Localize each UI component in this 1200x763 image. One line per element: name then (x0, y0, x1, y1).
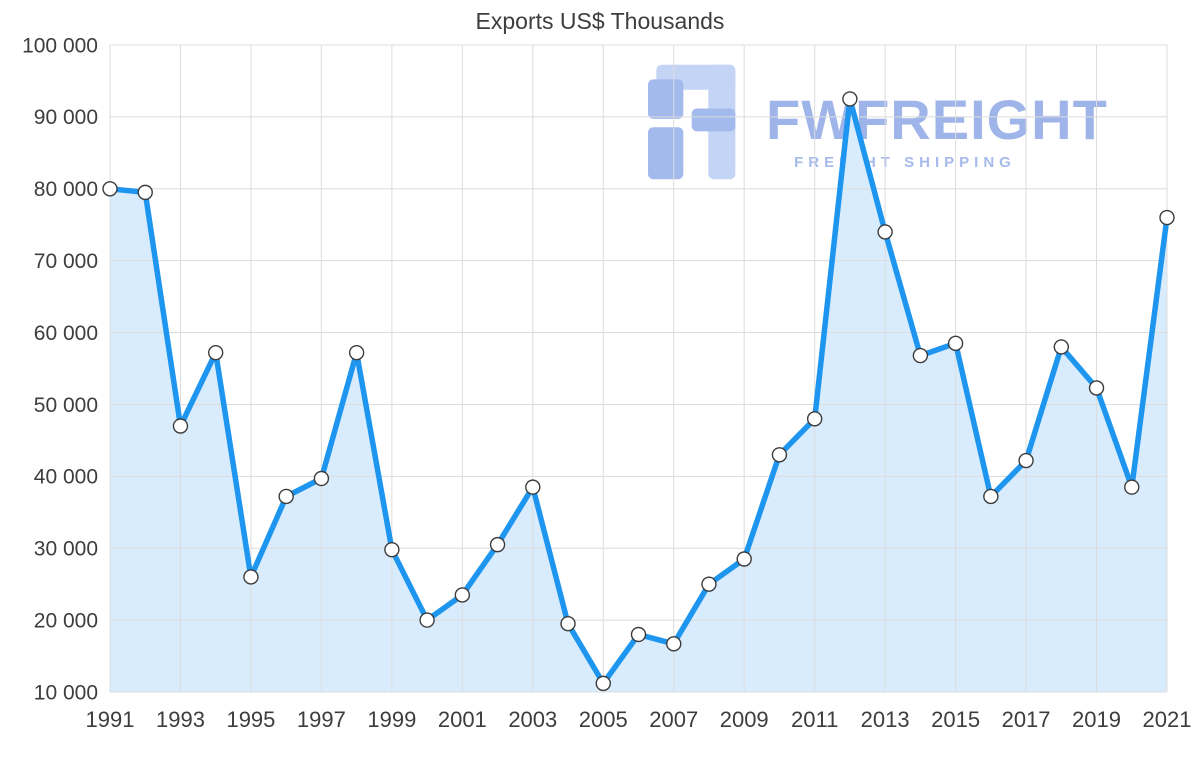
svg-text:2021: 2021 (1143, 707, 1192, 732)
data-point-1993 (172, 418, 189, 434)
svg-text:2015: 2015 (931, 707, 980, 732)
svg-text:100 000: 100 000 (22, 34, 98, 57)
data-point-2002 (489, 536, 506, 553)
data-point-2013 (877, 224, 893, 240)
data-point-2009 (736, 551, 752, 567)
data-point-2006 (630, 626, 647, 643)
data-point-2000 (419, 612, 435, 628)
data-point-2007 (666, 636, 682, 652)
svg-text:40 000: 40 000 (34, 466, 98, 489)
data-point-2012 (842, 91, 858, 107)
data-point-2014 (912, 347, 929, 364)
svg-text:1995: 1995 (226, 707, 275, 732)
svg-text:1991: 1991 (86, 707, 135, 732)
data-point-1991 (102, 181, 118, 197)
svg-text:70 000: 70 000 (34, 250, 98, 273)
data-point-2003 (525, 479, 541, 495)
svg-text:2019: 2019 (1072, 707, 1121, 732)
svg-text:2017: 2017 (1002, 707, 1051, 732)
svg-text:30 000: 30 000 (34, 538, 98, 561)
data-point-2021 (1159, 209, 1175, 226)
data-point-2020 (1124, 479, 1140, 495)
data-point-1994 (207, 344, 224, 361)
data-point-2008 (701, 576, 717, 592)
svg-text:2001: 2001 (438, 707, 487, 732)
data-point-1997 (313, 470, 330, 487)
data-point-2010 (771, 447, 788, 463)
svg-text:2009: 2009 (720, 707, 769, 732)
data-point-1998 (348, 344, 365, 361)
svg-text:2013: 2013 (861, 707, 910, 732)
chart-title: Exports US$ Thousands (475, 8, 725, 34)
svg-text:10 000: 10 000 (34, 681, 98, 704)
data-point-1992 (137, 184, 153, 201)
svg-text:50 000: 50 000 (34, 394, 98, 417)
svg-text:2003: 2003 (508, 707, 557, 732)
svg-text:80 000: 80 000 (34, 178, 98, 201)
data-point-2004 (560, 616, 576, 632)
svg-text:1993: 1993 (156, 707, 205, 732)
data-point-1995 (243, 569, 259, 585)
svg-text:2007: 2007 (649, 707, 698, 732)
data-point-2018 (1053, 339, 1070, 355)
data-point-1996 (278, 488, 294, 505)
svg-text:60 000: 60 000 (34, 322, 98, 345)
data-point-2017 (1018, 452, 1034, 469)
data-point-2015 (947, 335, 964, 352)
data-point-2011 (806, 411, 823, 427)
svg-text:90 000: 90 000 (34, 106, 98, 129)
svg-text:20 000: 20 000 (34, 609, 98, 632)
svg-text:1997: 1997 (297, 707, 346, 732)
data-point-2016 (983, 488, 999, 505)
data-point-1999 (384, 541, 400, 558)
data-point-2005 (595, 675, 611, 692)
svg-text:1999: 1999 (367, 707, 416, 732)
svg-text:2011: 2011 (791, 707, 838, 732)
data-point-2019 (1088, 380, 1105, 396)
svg-text:2005: 2005 (579, 707, 628, 732)
data-point-2001 (454, 587, 471, 603)
